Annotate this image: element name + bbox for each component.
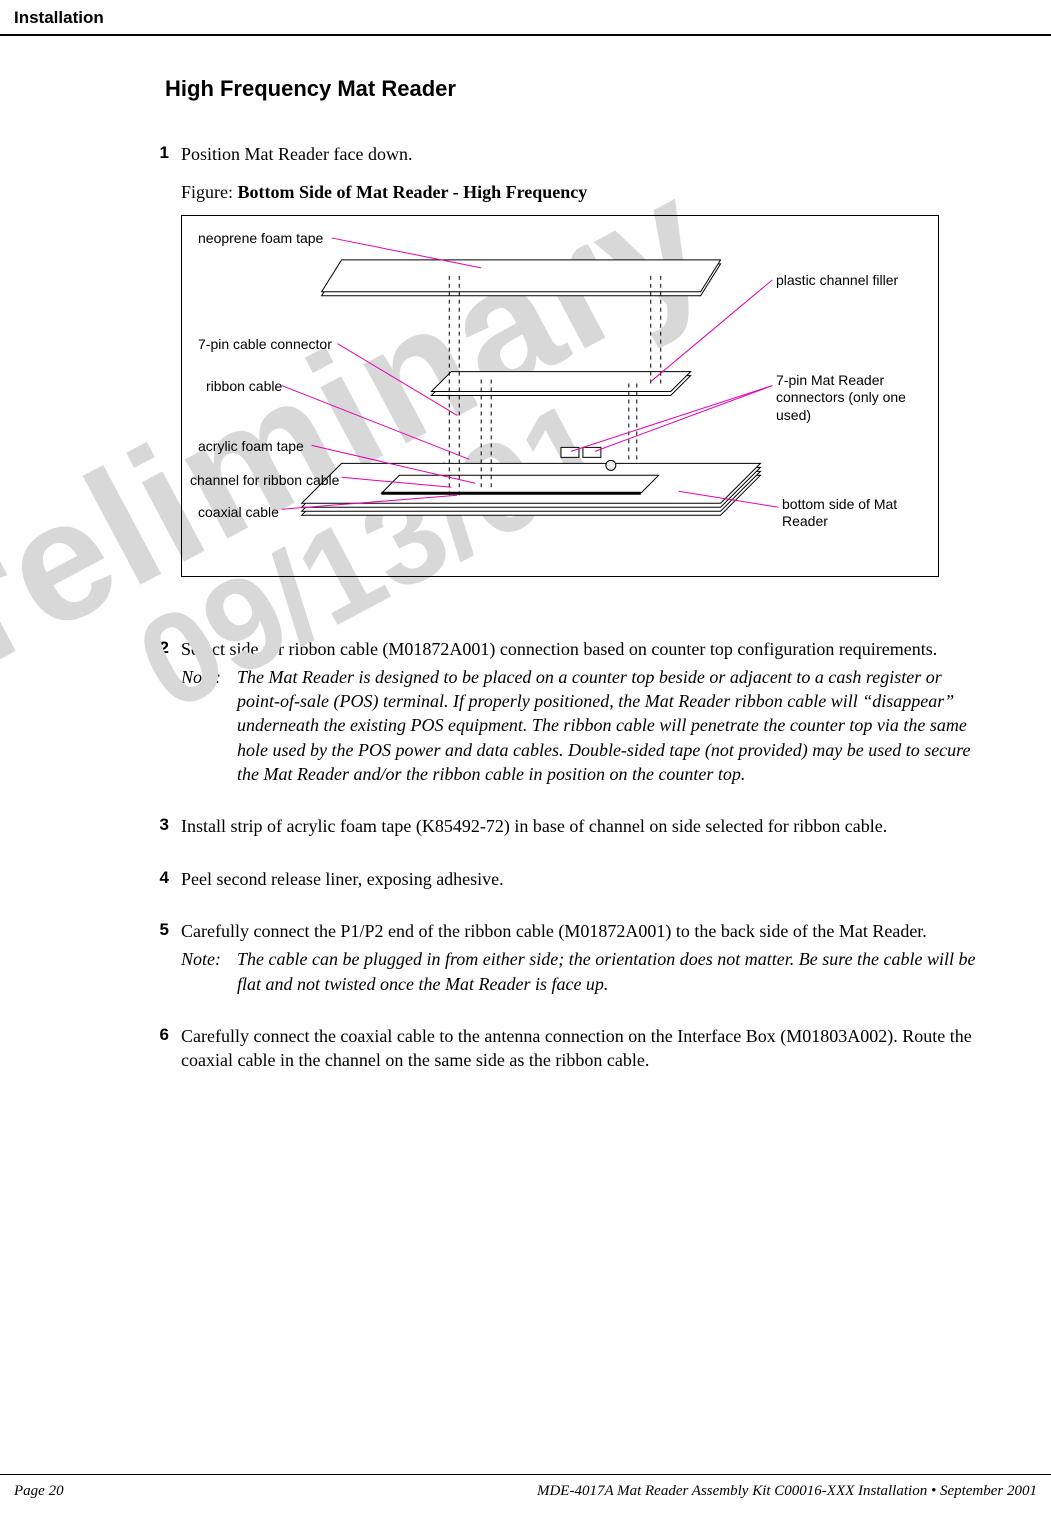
page-footer: Page 20 MDE-4017A Mat Reader Assembly Ki… — [0, 1474, 1051, 1500]
note-label: Note: — [181, 665, 237, 786]
callout-7pin-connector: 7-pin cable connector — [198, 336, 332, 354]
footer-page-number: Page 20 — [14, 1483, 64, 1500]
step-number: 2 — [155, 637, 181, 787]
step-6: 6 Carefully connect the coaxial cable to… — [155, 1024, 981, 1073]
step-text: Carefully connect the P1/P2 end of the r… — [181, 919, 981, 943]
step-text: Select side for ribbon cable (M01872A001… — [181, 637, 981, 661]
callout-ribbon-cable: ribbon cable — [206, 378, 282, 396]
callout-coax: coaxial cable — [198, 504, 279, 522]
page-title: High Frequency Mat Reader — [165, 76, 981, 102]
callout-neoprene: neoprene foam tape — [198, 230, 323, 248]
section-header: Installation — [0, 0, 1051, 36]
step-note: Note: The Mat Reader is designed to be p… — [181, 665, 981, 786]
step-2: 2 Select side for ribbon cable (M01872A0… — [155, 637, 981, 787]
step-1: 1 Position Mat Reader face down. Figure:… — [155, 142, 981, 609]
step-text: Install strip of acrylic foam tape (K854… — [181, 814, 981, 838]
step-text: Carefully connect the coaxial cable to t… — [181, 1024, 981, 1073]
step-number: 4 — [155, 867, 181, 891]
step-number: 1 — [155, 142, 181, 609]
step-3: 3 Install strip of acrylic foam tape (K8… — [155, 814, 981, 838]
figure-diagram: neoprene foam tape 7-pin cable connector… — [181, 215, 939, 577]
callout-7pin-mat: 7-pin Mat Reader connectors (only one us… — [776, 372, 916, 425]
figure-caption-title: Bottom Side of Mat Reader - High Frequen… — [238, 182, 588, 202]
callout-plastic-filler: plastic channel filler — [776, 272, 898, 290]
footer-doc-id: MDE-4017A Mat Reader Assembly Kit C00016… — [537, 1483, 1037, 1500]
step-number: 3 — [155, 814, 181, 838]
step-text: Peel second release liner, exposing adhe… — [181, 867, 981, 891]
note-label: Note: — [181, 947, 237, 996]
step-5: 5 Carefully connect the P1/P2 end of the… — [155, 919, 981, 996]
step-number: 6 — [155, 1024, 181, 1073]
callout-channel: channel for ribbon cable — [190, 472, 339, 490]
page-content: High Frequency Mat Reader 1 Position Mat… — [0, 36, 1051, 1072]
figure-caption: Figure: Bottom Side of Mat Reader - High… — [181, 180, 981, 204]
callout-bottom-side: bottom side of Mat Reader — [782, 496, 902, 531]
note-text: The Mat Reader is designed to be placed … — [237, 665, 981, 786]
note-text: The cable can be plugged in from either … — [237, 947, 981, 996]
step-4: 4 Peel second release liner, exposing ad… — [155, 867, 981, 891]
step-note: Note: The cable can be plugged in from e… — [181, 947, 981, 996]
figure-caption-lead: Figure: — [181, 182, 238, 202]
callout-acrylic-tape: acrylic foam tape — [198, 438, 304, 456]
step-text: Position Mat Reader face down. — [181, 142, 981, 166]
step-number: 5 — [155, 919, 181, 996]
